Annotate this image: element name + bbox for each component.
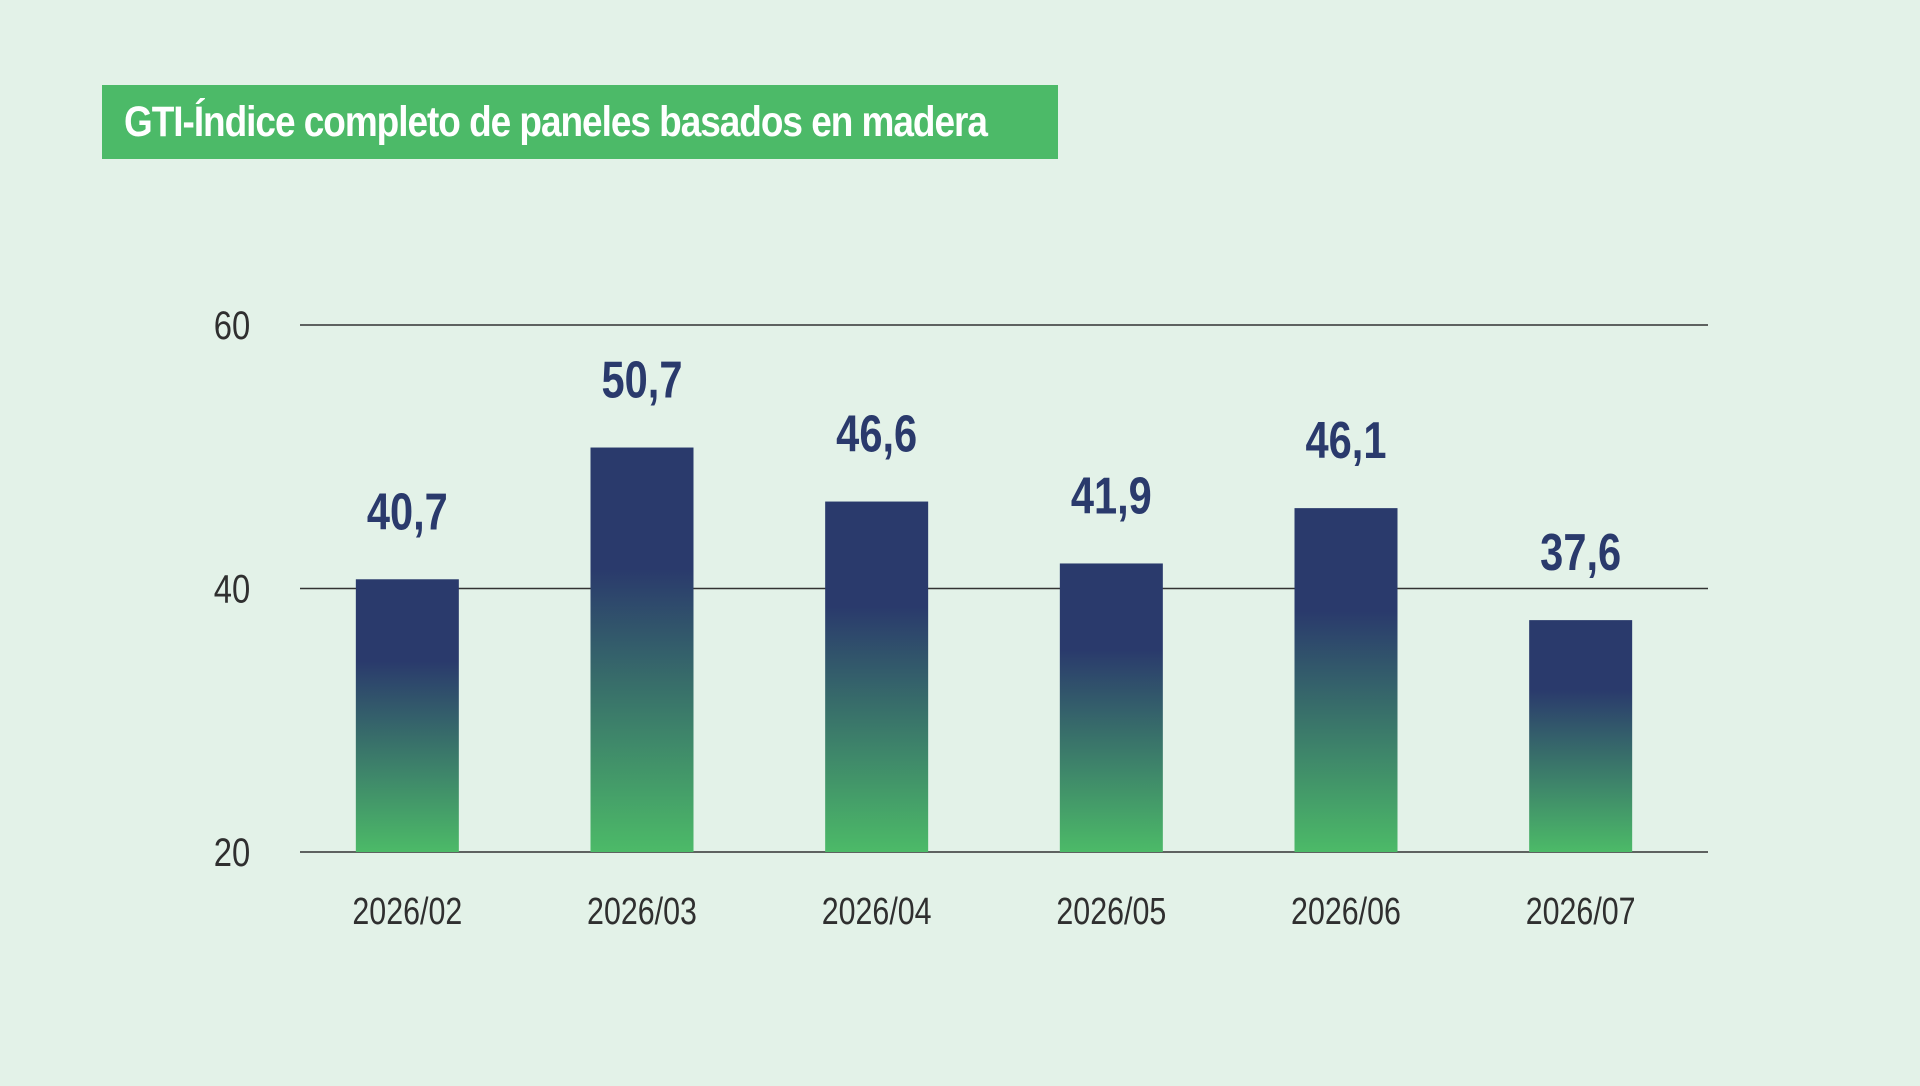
- bar-2026/02: [355, 579, 459, 852]
- bar-2026/04: [825, 501, 929, 852]
- bar-value-label: 41,9: [1071, 466, 1152, 525]
- y-tick-label: 40: [214, 566, 250, 611]
- bar-2026/07: [1529, 620, 1633, 852]
- x-tick-label: 2026/05: [1056, 891, 1166, 933]
- y-tick-label: 20: [214, 830, 250, 875]
- bar-value-label: 40,7: [367, 482, 448, 541]
- chart-title-box: GTI-Índice completo de paneles basados e…: [102, 85, 1058, 159]
- x-tick-label: 2026/02: [352, 891, 462, 933]
- bar-value-label: 46,1: [1306, 411, 1387, 470]
- labels: 20 40 60 40,7 2026/02 50,7 2026/03 46,6 2026/04 4…: [214, 303, 1636, 933]
- x-tick-label: 2026/06: [1291, 891, 1401, 933]
- y-tick-label: 60: [214, 303, 250, 348]
- bar-value-label: 50,7: [602, 350, 683, 409]
- x-tick-label: 2026/03: [587, 891, 697, 933]
- bars: [355, 447, 1633, 852]
- chart-title: GTI-Índice completo de paneles basados e…: [124, 97, 988, 146]
- x-tick-label: 2026/04: [822, 891, 932, 933]
- gridlines: [300, 324, 1708, 853]
- bar-2026/06: [1294, 508, 1398, 852]
- x-tick-label: 2026/07: [1526, 891, 1636, 933]
- bar-2026/05: [1059, 563, 1163, 852]
- bar-value-label: 37,6: [1540, 523, 1621, 582]
- bar-2026/03: [590, 447, 694, 852]
- bar-value-label: 46,6: [836, 404, 917, 463]
